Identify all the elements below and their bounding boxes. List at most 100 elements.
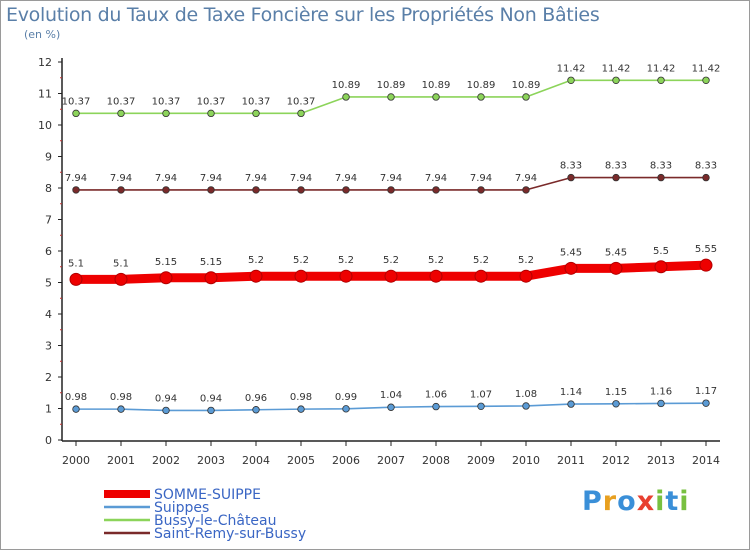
- data-label: 8.33: [560, 161, 582, 172]
- y-tick-label: 11: [38, 88, 52, 101]
- data-point: [249, 269, 263, 283]
- data-point: [612, 400, 620, 408]
- x-tick-label: 2002: [152, 454, 180, 467]
- data-point: [522, 402, 530, 410]
- data-label: 0.98: [110, 392, 132, 403]
- data-point: [432, 186, 440, 194]
- data-point: [429, 269, 443, 283]
- data-label: 1.06: [425, 390, 447, 401]
- x-tick-label: 2011: [557, 454, 585, 467]
- x-tick-label: 2007: [377, 454, 405, 467]
- data-point: [342, 186, 350, 194]
- data-point: [207, 186, 215, 194]
- logo-letter: P: [582, 486, 603, 517]
- data-label: 1.17: [695, 386, 717, 397]
- data-point: [117, 186, 125, 194]
- data-point: [72, 186, 80, 194]
- data-label: 5.15: [155, 257, 177, 268]
- data-point: [117, 405, 125, 413]
- x-tick-label: 2005: [287, 454, 315, 467]
- data-label: 5.45: [560, 247, 582, 258]
- data-label: 1.16: [650, 386, 672, 397]
- logo-letter: o: [617, 486, 637, 517]
- data-label: 1.07: [470, 389, 492, 400]
- data-label: 5.2: [428, 255, 444, 266]
- series-suippes: 0.98 0.98 0.94 0.94 0.96 0.98 0.99 1.04 1.06 1.07…: [65, 386, 717, 415]
- y-tick-label: 9: [45, 151, 52, 164]
- data-point: [297, 405, 305, 413]
- data-point: [612, 76, 620, 84]
- data-label: 10.89: [422, 80, 451, 91]
- data-label: 7.94: [65, 173, 87, 184]
- data-label: 11.42: [692, 63, 721, 74]
- series-somme-suippe: 5.1 5.1 5.15 5.15 5.2 5.2 5.2 5.2 5.2 5.2 5.2 5.45 5…: [68, 244, 717, 286]
- data-label: 0.98: [65, 392, 87, 403]
- y-tick-label: 3: [45, 340, 52, 353]
- data-point: [297, 109, 305, 118]
- data-label: 7.94: [515, 173, 537, 184]
- data-label: 0.98: [290, 392, 312, 403]
- data-point: [117, 109, 125, 118]
- data-label: 10.89: [332, 80, 361, 91]
- data-point: [522, 93, 530, 101]
- y-tick-label: 5: [45, 277, 52, 290]
- data-point: [567, 173, 575, 182]
- logo-letter: r: [602, 486, 618, 517]
- data-point: [252, 406, 260, 414]
- x-tick-label: 2010: [512, 454, 540, 467]
- y-tick-label: 4: [45, 308, 52, 321]
- data-point: [252, 109, 260, 118]
- data-point: [477, 402, 485, 410]
- data-point: [297, 186, 305, 194]
- data-point: [612, 173, 620, 182]
- y-tick-label: 12: [38, 56, 52, 69]
- data-label: 11.42: [602, 63, 631, 74]
- data-label: 11.42: [647, 63, 676, 74]
- chart-title: Evolution du Taux de Taxe Foncière sur l…: [6, 4, 600, 26]
- x-tick-label: 2006: [332, 454, 360, 467]
- data-point: [72, 109, 80, 118]
- data-point: [657, 173, 665, 182]
- data-label: 0.94: [155, 393, 177, 404]
- data-point: [342, 405, 350, 413]
- y-tick-label: 7: [45, 214, 52, 227]
- data-point: [609, 261, 623, 275]
- data-point: [252, 186, 260, 194]
- data-label: 5.5: [653, 246, 669, 257]
- data-point: [159, 271, 173, 285]
- y-tick-label: 2: [45, 371, 52, 384]
- logo-letter: t: [665, 486, 680, 517]
- y-tick-label: 8: [45, 182, 52, 195]
- data-label: 7.94: [425, 173, 447, 184]
- data-point: [387, 93, 395, 101]
- data-label: 10.89: [512, 80, 541, 91]
- logo-letter: x: [636, 486, 656, 517]
- data-label: 8.33: [605, 161, 627, 172]
- data-label: 7.94: [290, 173, 312, 184]
- data-label: 5.2: [338, 255, 354, 266]
- data-label: 5.2: [248, 255, 264, 266]
- data-label: 8.33: [650, 161, 672, 172]
- series-saint-remy-sur-bussy: 7.94 7.94 7.94 7.94 7.94 7.94 7.94 7.94 7.94 7.94…: [65, 161, 717, 194]
- y-tick-label: 6: [45, 245, 52, 258]
- data-point: [432, 402, 440, 411]
- y-tick-label: 10: [38, 119, 52, 132]
- series-bussy-le-ch-teau: 10.37 10.37 10.37 10.37 10.37 10.37 10.89 10.89…: [62, 63, 721, 118]
- x-tick-label: 2000: [62, 454, 90, 467]
- x-tick-label: 2013: [647, 454, 675, 467]
- legend-label: Saint-Remy-sur-Bussy: [154, 526, 306, 542]
- data-label: 7.94: [380, 173, 402, 184]
- data-point: [657, 76, 665, 84]
- data-point: [294, 269, 308, 283]
- data-point: [567, 400, 575, 408]
- data-label: 1.08: [515, 389, 537, 400]
- data-label: 10.37: [242, 96, 271, 107]
- x-tick-label: 2009: [467, 454, 495, 467]
- y-tick-label: 1: [45, 403, 52, 416]
- data-label: 10.37: [107, 96, 136, 107]
- proxiti-logo: Proxiti: [582, 486, 690, 517]
- data-point: [339, 269, 353, 283]
- data-point: [519, 269, 533, 283]
- data-point: [654, 260, 668, 274]
